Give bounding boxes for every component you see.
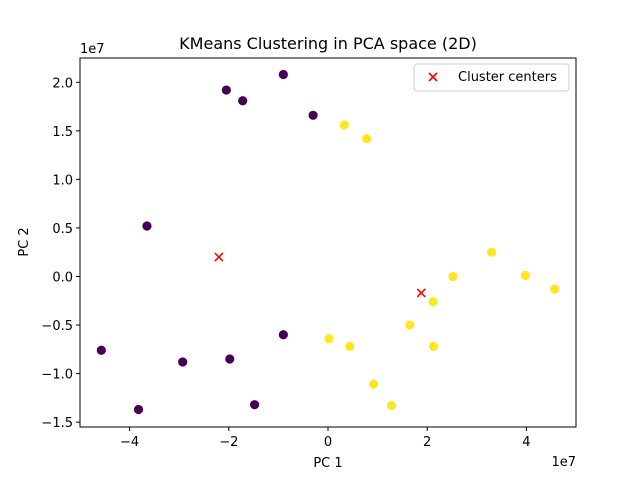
points-layer [96, 69, 560, 415]
point-cluster-1-8 [324, 334, 334, 344]
cluster-center-0 [214, 252, 224, 262]
point-cluster-0-6 [133, 404, 144, 415]
point-cluster-1-0 [339, 120, 349, 130]
x-tick-label-2: 0 [324, 435, 332, 450]
point-cluster-0-8 [225, 354, 235, 364]
y-tick-label-0: −1.5 [41, 416, 73, 431]
x-tick-label-4: 4 [522, 435, 530, 450]
x-tick-label-0: −4 [120, 435, 139, 450]
x-offset-label: 1e7 [551, 455, 576, 470]
point-cluster-0-4 [142, 221, 152, 231]
x-tick-label-1: −2 [219, 435, 238, 450]
x-axis-label: PC 1 [313, 456, 342, 471]
legend-center-marker [428, 72, 438, 82]
point-cluster-1-2 [487, 247, 497, 257]
legend-box [413, 63, 570, 92]
y-tick-label-2: −0.5 [41, 319, 73, 334]
point-cluster-1-5 [550, 284, 560, 294]
point-cluster-1-12 [386, 401, 397, 411]
y-tick-label-3: 0.0 [52, 270, 73, 285]
point-cluster-0-10 [249, 400, 260, 410]
point-cluster-1-10 [429, 341, 439, 352]
point-cluster-1-3 [448, 271, 458, 282]
y-tick-label-5: 1.0 [52, 173, 73, 188]
x-tick-label-3: 2 [423, 435, 431, 450]
y-tick-label-6: 1.5 [52, 125, 73, 140]
point-cluster-0-2 [238, 96, 248, 106]
point-cluster-1-9 [345, 341, 355, 352]
chart-title: KMeans Clustering in PCA space (2D) [179, 34, 477, 53]
y-tick-label-7: 2.0 [52, 76, 73, 91]
y-offset-label: 1e7 [80, 42, 105, 57]
y-tick-label-1: −1.0 [41, 368, 73, 383]
point-cluster-0-9 [278, 330, 288, 340]
point-cluster-1-7 [405, 320, 415, 330]
point-cluster-1-11 [369, 379, 379, 389]
y-tick-label-4: 0.5 [52, 222, 73, 237]
cluster-center-1 [416, 288, 426, 298]
point-cluster-0-3 [308, 110, 318, 120]
point-cluster-0-1 [221, 85, 231, 95]
point-cluster-0-7 [178, 357, 188, 367]
point-cluster-1-4 [520, 270, 531, 281]
point-cluster-0-5 [96, 345, 106, 355]
legend: Cluster centers [413, 63, 570, 92]
y-axis-label: PC 2 [17, 227, 32, 256]
legend-center-cross [428, 72, 438, 82]
point-cluster-0-0 [278, 69, 288, 80]
axes-layer: −4 −2 0 2 4 −1.5 −1.0 −0.5 0.0 0.5 1.0 1.5 2.0 [41, 57, 577, 450]
point-cluster-1-6 [428, 297, 438, 307]
legend-entry-cluster-centers: Cluster centers [458, 70, 557, 85]
point-cluster-1-1 [362, 133, 372, 144]
